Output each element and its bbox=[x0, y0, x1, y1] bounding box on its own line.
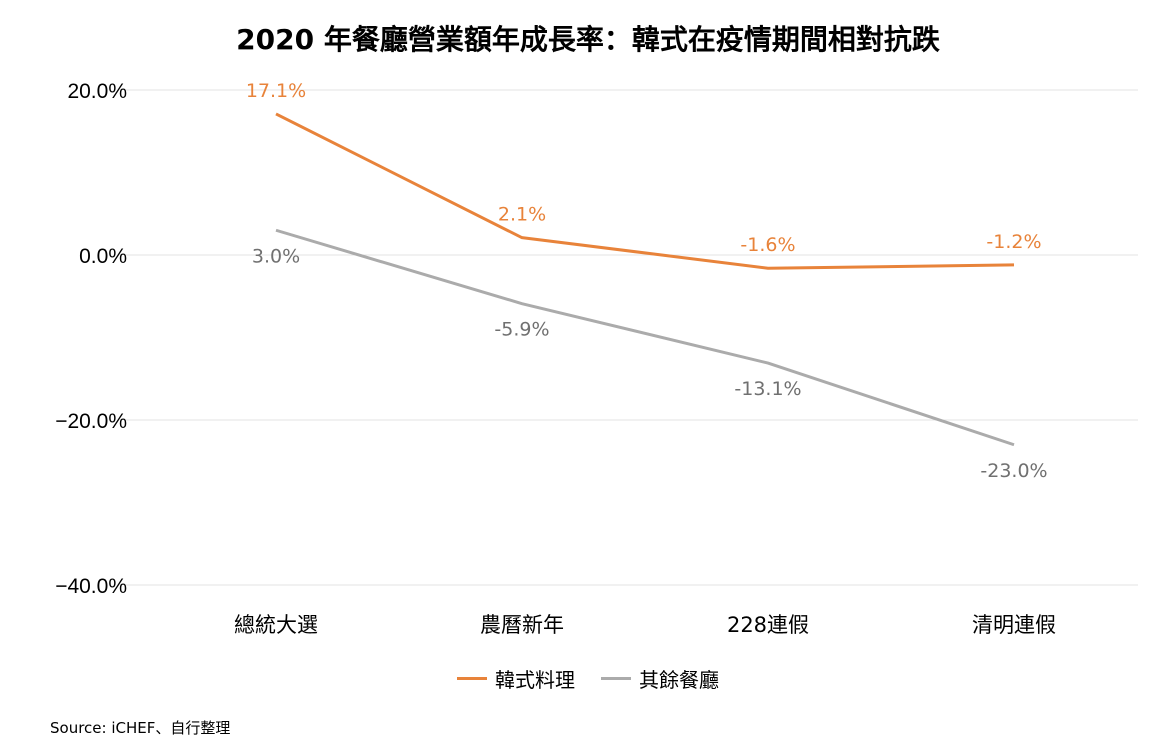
source-note: Source: iCHEF、自行整理 bbox=[50, 719, 231, 737]
legend-label: 韓式料理 bbox=[495, 668, 575, 692]
x-tick-label: 228連假 bbox=[727, 613, 809, 637]
y-tick-label: 0.0% bbox=[79, 245, 127, 268]
legend-swatch-others bbox=[601, 677, 631, 680]
data-label: 17.1% bbox=[246, 80, 306, 102]
series-line-others bbox=[275, 228, 1015, 447]
data-label: 2.1% bbox=[498, 204, 546, 226]
data-label: 3.0% bbox=[252, 245, 300, 267]
y-tick-label: −40.0% bbox=[55, 575, 127, 598]
legend-item-others: 其餘餐廳 bbox=[601, 664, 719, 693]
y-tick-label: 20.0% bbox=[67, 80, 127, 103]
data-label: -13.1% bbox=[734, 378, 801, 400]
legend-label: 其餘餐廳 bbox=[639, 668, 719, 692]
legend-swatch-korean bbox=[457, 677, 487, 680]
y-tick-label: −20.0% bbox=[55, 410, 127, 433]
data-label: -5.9% bbox=[494, 319, 549, 341]
x-tick-label: 農曆新年 bbox=[480, 613, 564, 637]
data-label: -1.6% bbox=[740, 234, 795, 256]
x-tick-label: 總統大選 bbox=[234, 613, 318, 637]
chart-title: 2020 年餐廳營業額年成長率：韓式在疫情期間相對抗跌 bbox=[236, 23, 940, 56]
legend-item-korean: 韓式料理 bbox=[457, 664, 575, 693]
x-tick-label: 清明連假 bbox=[972, 613, 1056, 637]
data-label: -23.0% bbox=[980, 460, 1047, 482]
data-label: -1.2% bbox=[986, 231, 1041, 253]
series-line-korean bbox=[275, 112, 1015, 270]
legend: 韓式料理 其餘餐廳 bbox=[0, 664, 1176, 693]
